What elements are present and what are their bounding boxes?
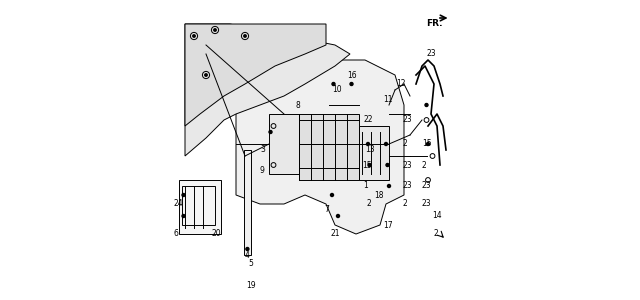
Circle shape [246,248,249,250]
Circle shape [182,214,185,218]
Bar [299,114,359,180]
Circle shape [385,142,387,146]
Circle shape [387,184,390,188]
Circle shape [269,130,272,134]
Text: 8: 8 [296,100,301,109]
Text: 23: 23 [422,182,431,190]
Text: 2: 2 [367,200,371,208]
Text: 23: 23 [403,116,412,124]
Polygon shape [236,60,404,234]
Text: 14: 14 [433,212,442,220]
Text: 23: 23 [403,182,412,190]
Circle shape [367,142,369,146]
Text: 17: 17 [383,220,392,230]
Bar [269,114,299,174]
Text: 21: 21 [330,230,340,238]
Circle shape [244,35,246,37]
Bar [243,150,251,255]
Text: 7: 7 [324,206,330,214]
Text: 3: 3 [260,146,265,154]
Text: 5: 5 [248,260,253,268]
Polygon shape [185,24,326,126]
Text: 22: 22 [364,116,373,124]
Text: 2: 2 [403,140,407,148]
Text: 23: 23 [426,50,436,58]
Bar [182,186,215,225]
Text: FR.: FR. [426,20,443,28]
Bar [359,126,389,180]
Text: 2: 2 [422,160,427,169]
Text: 23: 23 [422,200,431,208]
Text: 18: 18 [374,190,383,200]
Text: 20: 20 [212,230,221,238]
Circle shape [182,194,185,196]
Text: 1: 1 [364,182,368,190]
Text: 9: 9 [260,167,265,176]
Polygon shape [185,24,350,156]
Circle shape [337,214,339,218]
Text: 24: 24 [173,200,182,208]
Text: 2: 2 [434,230,439,238]
Text: 10: 10 [332,85,342,94]
Circle shape [332,82,335,85]
Circle shape [368,164,371,166]
Text: 2: 2 [403,200,407,208]
Circle shape [386,164,389,166]
Circle shape [330,194,333,196]
Bar [179,180,221,234]
Circle shape [425,103,428,106]
Text: 4: 4 [245,250,250,260]
Circle shape [214,29,216,31]
Circle shape [426,142,429,146]
Text: 23: 23 [403,160,412,169]
Circle shape [350,82,353,85]
Text: 15: 15 [422,140,431,148]
Text: 16: 16 [347,70,356,80]
Circle shape [193,35,195,37]
Text: 19: 19 [246,280,256,290]
Circle shape [205,74,207,76]
Text: 15: 15 [362,160,372,169]
Text: 12: 12 [397,80,406,88]
Text: 6: 6 [173,230,178,238]
Text: 13: 13 [365,146,374,154]
Text: 11: 11 [383,94,392,103]
